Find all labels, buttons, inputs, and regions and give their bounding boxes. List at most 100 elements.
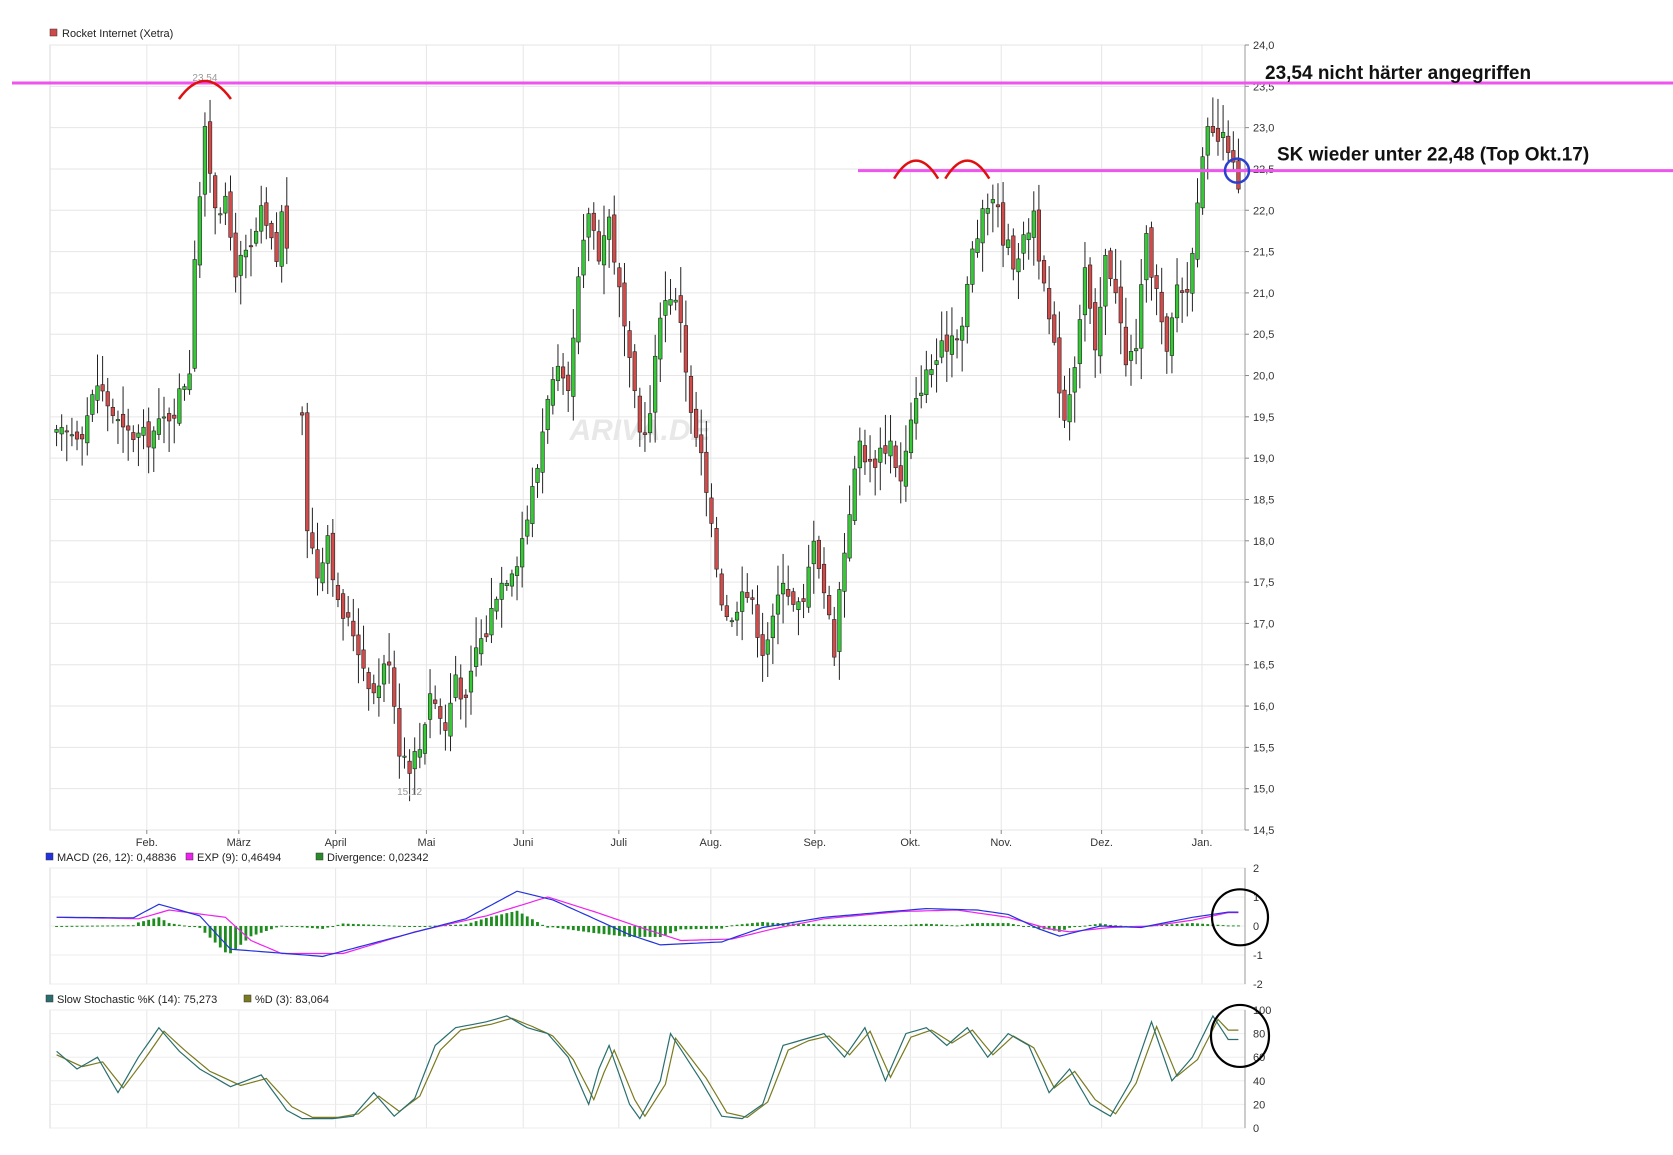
- divergence-bar: [822, 924, 826, 926]
- candle-up: [1021, 234, 1026, 254]
- candle-up: [740, 591, 745, 612]
- candle-down: [269, 222, 274, 239]
- divergence-bar: [556, 926, 560, 928]
- candle-down: [893, 445, 898, 468]
- candle-up: [474, 647, 479, 667]
- candle-up: [1205, 126, 1210, 156]
- price-tick-label: 16,5: [1253, 660, 1274, 672]
- divergence-bar: [85, 925, 89, 927]
- divergence-bar: [1088, 924, 1092, 926]
- candle-up: [427, 693, 433, 720]
- macd-legend-swatch: [315, 852, 324, 861]
- candle-up: [514, 566, 520, 576]
- divergence-bar: [346, 923, 350, 926]
- macd-legend-swatch: [45, 852, 54, 861]
- candle-down: [944, 334, 949, 352]
- candle-down: [617, 267, 622, 288]
- candle-up: [279, 211, 284, 267]
- top-arc-1: [177, 79, 232, 100]
- macd-tick-label: 2: [1253, 863, 1259, 875]
- candle-down: [1210, 126, 1215, 133]
- candle-down: [637, 395, 642, 433]
- divergence-bar: [623, 926, 626, 937]
- candle-up: [965, 283, 970, 328]
- candle-down: [407, 760, 412, 774]
- price-tick-label: 21,0: [1253, 288, 1274, 300]
- divergence-bar: [300, 926, 304, 928]
- candle-up: [115, 419, 121, 422]
- divergence-bar: [310, 926, 314, 929]
- candle-up: [238, 254, 243, 276]
- divergence-bar: [1201, 923, 1205, 926]
- candle-up: [59, 427, 64, 435]
- divergence-bar: [602, 926, 606, 935]
- candle-down: [315, 549, 320, 579]
- candle-up: [54, 429, 59, 433]
- divergence-bar: [1063, 926, 1066, 930]
- top-arc-3: [944, 159, 991, 180]
- candle-up: [842, 552, 847, 592]
- divergence-bar: [223, 926, 227, 953]
- divergence-bar: [106, 925, 110, 927]
- candle-down: [1123, 326, 1128, 366]
- month-label: März: [227, 837, 251, 849]
- divergence-bar: [177, 924, 181, 926]
- candle-up: [1026, 232, 1031, 241]
- divergence-bar: [848, 924, 852, 926]
- candle-down: [346, 612, 351, 618]
- divergence-bar: [612, 926, 616, 936]
- candle-down: [1057, 337, 1062, 394]
- candle-down: [371, 683, 376, 694]
- divergence-bar: [464, 924, 468, 926]
- candle-down: [1093, 302, 1098, 351]
- candle-up: [1103, 254, 1108, 307]
- month-label: Mai: [418, 837, 436, 849]
- divergence-bar: [669, 926, 672, 934]
- candle-up: [653, 355, 658, 413]
- candle-down: [233, 232, 238, 278]
- candle-down: [750, 597, 755, 600]
- divergence-bar: [1114, 925, 1118, 927]
- candle-down: [596, 231, 601, 262]
- divergence-bar: [812, 924, 816, 926]
- divergence-bar: [152, 918, 156, 926]
- annotation-text-1: 23,54 nicht härter angegriffen: [1265, 63, 1531, 84]
- price-tick-label: 15,5: [1253, 742, 1274, 754]
- candle-up: [540, 431, 545, 473]
- candle-up: [1077, 319, 1082, 364]
- divergence-bar: [837, 924, 841, 926]
- divergence-bar: [981, 923, 985, 926]
- candle-down: [1215, 128, 1221, 142]
- month-label: Dez.: [1090, 837, 1113, 849]
- divergence-bar: [1216, 924, 1220, 926]
- divergence-bar: [756, 922, 759, 926]
- stoch-tick-label: 80: [1253, 1029, 1265, 1041]
- candle-down: [898, 465, 903, 482]
- divergence-bar: [679, 926, 683, 930]
- candle-down: [883, 445, 888, 454]
- candle-up: [381, 663, 387, 685]
- divergence-bar: [275, 926, 278, 928]
- divergence-bar: [413, 926, 417, 927]
- divergence-bar: [899, 925, 903, 927]
- candle-down: [146, 421, 151, 448]
- candle-down: [351, 620, 356, 637]
- candle-up: [156, 418, 161, 435]
- candle-down: [120, 413, 126, 428]
- candle-down: [816, 539, 821, 569]
- divergence-bar: [740, 924, 744, 926]
- divergence-bar: [515, 910, 519, 926]
- price-tick-label: 22,0: [1253, 205, 1274, 217]
- divergence-bar: [750, 923, 754, 926]
- candle-up: [1134, 348, 1139, 352]
- candle-up: [765, 639, 770, 655]
- divergence-bar: [699, 926, 703, 929]
- divergence-bar: [940, 924, 944, 926]
- stoch-panel-frame: [49, 1009, 1246, 1129]
- candle-up: [187, 373, 192, 391]
- candle-up: [914, 398, 919, 424]
- price-panel-frame: [49, 44, 1246, 831]
- candle-up: [970, 248, 975, 285]
- candle-down: [1149, 227, 1154, 278]
